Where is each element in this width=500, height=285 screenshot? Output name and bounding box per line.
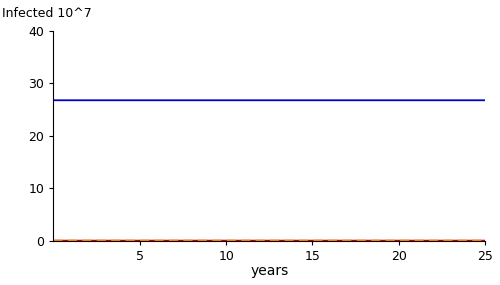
LPAI wild birds [371,99,377,102]
HPAI wild birds [371,239,377,242]
HPAI domestic [371,239,377,242]
LPAI wild birds [54,99,60,102]
LPAI wild birds [50,99,56,102]
X-axis label: years: years [250,264,288,278]
HPAI wild birds [80,239,86,242]
HPAI domestic [216,239,222,242]
HPAI domestic [310,239,316,242]
HPAI wild birds [154,239,160,242]
LPAI wild birds [80,99,86,102]
HPAI wild birds [284,239,290,242]
LPAI wild birds [56,99,62,102]
LPAI wild birds [284,99,290,102]
HPAI domestic [80,239,86,242]
HPAI wild birds [310,239,316,242]
Text: Infected 10^7: Infected 10^7 [2,7,92,21]
HPAI domestic [482,239,488,242]
HPAI wild birds [482,239,488,242]
LPAI wild birds [216,99,222,102]
HPAI domestic [154,239,160,242]
LPAI wild birds [310,99,316,102]
LPAI wild birds [482,99,488,102]
HPAI wild birds [50,239,56,242]
HPAI domestic [284,239,290,242]
HPAI domestic [50,239,56,242]
LPAI wild birds [154,99,160,102]
HPAI wild birds [216,239,222,242]
